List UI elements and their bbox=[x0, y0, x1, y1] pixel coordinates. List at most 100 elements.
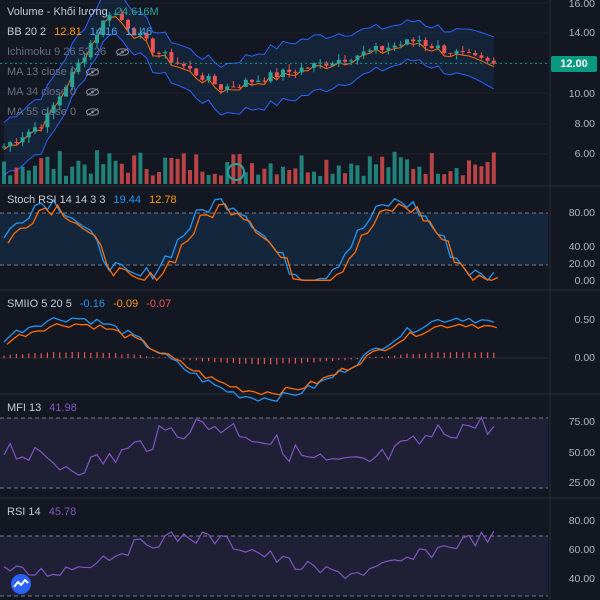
volume-bar bbox=[107, 153, 112, 184]
volume-bar bbox=[138, 152, 143, 184]
volume-bar bbox=[163, 157, 168, 184]
volume-bar bbox=[169, 157, 174, 184]
candle-body bbox=[237, 86, 242, 88]
volume-bar bbox=[256, 174, 261, 184]
candle-body bbox=[76, 62, 81, 73]
axis-label-main: 16.00 bbox=[568, 0, 595, 10]
mfi-line bbox=[3, 415, 495, 476]
legend-ma13[interactable]: MA 13 close 0 bbox=[7, 66, 100, 78]
volume-bar bbox=[343, 173, 347, 184]
legend-bb-lower: 11.46 bbox=[125, 26, 153, 38]
volume-bar bbox=[200, 171, 205, 184]
candle-body bbox=[361, 51, 366, 56]
candle-body bbox=[188, 66, 192, 69]
legend-volume[interactable]: Volume - Khối lượng 24.616M bbox=[7, 6, 164, 18]
axis-label-stoch: 20.00 bbox=[568, 258, 595, 270]
candle-body bbox=[231, 86, 236, 88]
candle-body bbox=[14, 142, 19, 144]
axis-label-main: 6.00 bbox=[574, 148, 595, 160]
legend-bb-basis: 12.81 bbox=[54, 26, 82, 38]
candle-body bbox=[219, 84, 223, 90]
volume-bar bbox=[212, 173, 217, 184]
rsi-band-fill bbox=[0, 536, 548, 596]
volume-bar bbox=[274, 174, 279, 184]
candle-body bbox=[212, 75, 217, 85]
volume-bar bbox=[33, 165, 37, 184]
tradingview-logo-icon[interactable] bbox=[9, 574, 33, 594]
eye-slash-icon[interactable] bbox=[86, 88, 100, 97]
volume-bar bbox=[231, 154, 236, 184]
axis-label-main: 8.00 bbox=[574, 118, 595, 130]
axis-label-smiio: 0.50 bbox=[574, 314, 595, 326]
volume-bar bbox=[386, 167, 391, 184]
legend-ma13-name: MA 13 close 0 bbox=[7, 66, 77, 78]
candle-body bbox=[181, 63, 186, 67]
candle-body bbox=[45, 113, 50, 128]
volume-bar bbox=[448, 171, 453, 184]
candle-body bbox=[305, 67, 310, 69]
volume-bar bbox=[45, 156, 50, 184]
legend-mfi[interactable]: MFI 13 41.98 bbox=[7, 402, 82, 414]
candle-body bbox=[491, 60, 496, 64]
eye-slash-icon[interactable] bbox=[86, 68, 100, 77]
candle-body bbox=[324, 62, 329, 66]
volume-bar bbox=[70, 166, 75, 184]
volume-bar bbox=[392, 151, 397, 184]
volume-bar bbox=[374, 164, 378, 184]
candle-body bbox=[467, 52, 471, 54]
candle-body bbox=[200, 75, 205, 80]
legend-ma34[interactable]: MA 34 close 0 bbox=[7, 86, 100, 98]
candle-body bbox=[293, 71, 298, 73]
volume-bar bbox=[417, 166, 422, 184]
bollinger-upper-line bbox=[3, 0, 494, 123]
volume-bar bbox=[188, 170, 192, 184]
candle-body bbox=[169, 52, 174, 63]
legend-rsi[interactable]: RSI 14 45.78 bbox=[7, 506, 81, 518]
volume-bar bbox=[380, 156, 385, 184]
volume-bar bbox=[57, 151, 62, 184]
axis-label-rsi: 60.00 bbox=[568, 544, 595, 556]
volume-bar bbox=[250, 163, 254, 184]
candle-body bbox=[355, 55, 360, 61]
axis-label-stoch: 40.00 bbox=[568, 241, 595, 253]
legend-bb[interactable]: BB 20 2 12.81 14.16 11.46 bbox=[7, 26, 157, 38]
candle-body bbox=[436, 45, 440, 49]
volume-bar bbox=[355, 165, 360, 184]
candle-body bbox=[256, 80, 261, 83]
candle-body bbox=[175, 62, 180, 64]
legend-stoch-k: 19.44 bbox=[113, 194, 142, 206]
candle-body bbox=[299, 67, 304, 73]
candle-body bbox=[82, 57, 87, 63]
legend-rsi-value: 45.78 bbox=[48, 506, 77, 518]
volume-bar bbox=[473, 164, 478, 184]
volume-bar bbox=[429, 153, 434, 184]
volume-bar bbox=[312, 171, 316, 184]
legend-ichimoku[interactable]: Ichimoku 9 26 52 26 bbox=[7, 46, 130, 58]
candle-body bbox=[206, 75, 211, 80]
axis-label-main: 14.00 bbox=[568, 27, 595, 39]
candle-body bbox=[20, 137, 25, 143]
volume-bar bbox=[268, 163, 273, 184]
legend-bb-upper: 14.16 bbox=[89, 26, 118, 38]
eye-slash-icon[interactable] bbox=[86, 108, 100, 117]
volume-bar bbox=[144, 169, 149, 184]
legend-smiio[interactable]: SMIIO 5 20 5 -0.16 -0.09 -0.07 bbox=[7, 298, 176, 310]
volume-bar bbox=[287, 170, 292, 184]
volume-bar bbox=[336, 165, 341, 184]
legend-mfi-value: 41.98 bbox=[49, 402, 77, 414]
volume-bar bbox=[95, 150, 99, 184]
candle-body bbox=[225, 86, 230, 90]
volume-bar bbox=[367, 156, 372, 184]
candle-body bbox=[479, 55, 484, 58]
eye-slash-icon[interactable] bbox=[116, 48, 130, 57]
legend-ma55[interactable]: MA 55 close 0 bbox=[7, 106, 100, 118]
candle-body bbox=[485, 57, 490, 61]
volume-bar bbox=[14, 167, 19, 184]
legend-stoch-rsi[interactable]: Stoch RSI 14 14 3 3 19.44 12.78 bbox=[7, 194, 182, 206]
volume-bar bbox=[82, 164, 87, 184]
candle-body bbox=[330, 63, 335, 66]
candle-body bbox=[411, 39, 416, 42]
smiio-line bbox=[3, 316, 494, 402]
volume-bar bbox=[293, 168, 298, 184]
